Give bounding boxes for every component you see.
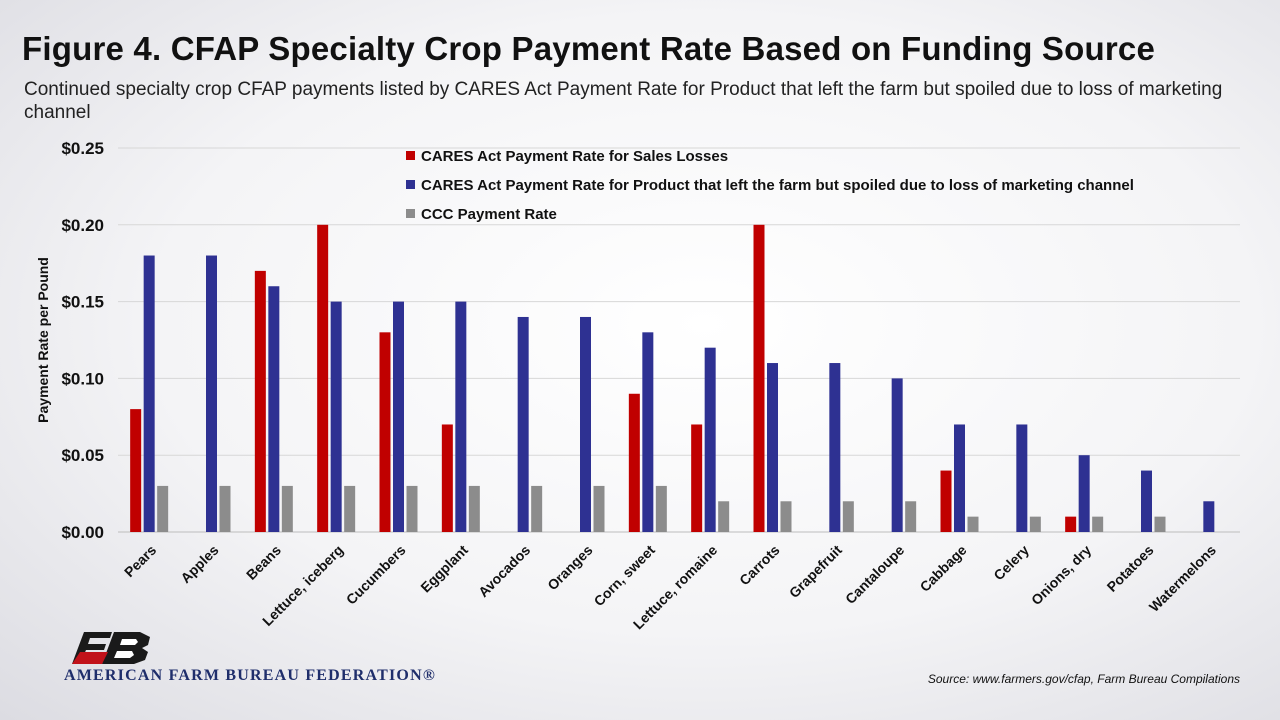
bar xyxy=(206,255,217,532)
bar xyxy=(718,501,730,532)
legend: CARES Act Payment Rate for Sales Losses C… xyxy=(406,148,1134,223)
legend-swatch xyxy=(406,180,415,189)
x-tick-label: Carrots xyxy=(736,542,783,589)
bar xyxy=(642,332,654,532)
x-tick-label: Cucumbers xyxy=(343,542,409,608)
chart-title: Figure 4. CFAP Specialty Crop Payment Ra… xyxy=(22,30,1155,67)
y-tick-label: $0.10 xyxy=(61,369,104,388)
legend-entry: CARES Act Payment Rate for Sales Losses xyxy=(421,148,728,165)
bar xyxy=(1141,470,1152,532)
x-tick-label: Watermelons xyxy=(1146,542,1219,615)
bar xyxy=(593,485,605,532)
bar xyxy=(940,470,952,532)
x-tick-label: Corn, sweet xyxy=(591,542,659,610)
bar xyxy=(1065,516,1077,532)
bar xyxy=(891,378,903,532)
bar xyxy=(268,286,280,532)
bar xyxy=(344,485,356,532)
bar xyxy=(317,224,329,533)
bar xyxy=(379,332,391,532)
x-tick-label: Beans xyxy=(243,542,284,583)
x-tick-label: Grapefruit xyxy=(786,542,845,601)
bar xyxy=(219,485,231,532)
x-tick-label: Pears xyxy=(121,542,159,580)
bar xyxy=(441,424,453,532)
bar xyxy=(1203,501,1215,532)
bar xyxy=(580,316,591,532)
gridlines xyxy=(118,147,1240,533)
source-note: Source: www.farmers.gov/cfap, Farm Burea… xyxy=(927,672,1240,686)
legend-entry: CCC Payment Rate xyxy=(421,206,557,223)
bar xyxy=(517,316,529,532)
y-tick-label: $0.25 xyxy=(61,139,104,158)
legend-entry: CARES Act Payment Rate for Product that … xyxy=(421,177,1134,194)
x-tick-label: Oranges xyxy=(544,542,596,594)
y-axis-ticks: $0.00 $0.05 $0.10 $0.15 $0.20 $0.25 xyxy=(61,139,104,542)
bar xyxy=(143,255,155,532)
y-axis-label: Payment Rate per Pound xyxy=(35,257,51,423)
x-tick-label: Eggplant xyxy=(417,542,471,596)
legend-swatch xyxy=(406,209,415,218)
org-name: AMERICAN FARM BUREAU FEDERATION® xyxy=(64,667,436,684)
x-tick-label: Cantaloupe xyxy=(842,542,907,607)
bar xyxy=(393,301,404,532)
bar xyxy=(455,301,467,532)
bar xyxy=(842,501,854,532)
y-tick-label: $0.05 xyxy=(61,446,104,465)
bar xyxy=(281,485,293,532)
y-tick-label: $0.20 xyxy=(61,216,104,235)
bar xyxy=(829,363,841,532)
bar xyxy=(1092,516,1104,532)
bar xyxy=(753,224,765,533)
x-tick-label: Potatoes xyxy=(1103,542,1156,595)
x-tick-label: Avocados xyxy=(475,542,533,600)
bar xyxy=(1016,424,1028,532)
bar xyxy=(780,501,792,532)
x-tick-label: Onions, dry xyxy=(1028,542,1094,608)
bar xyxy=(130,409,142,532)
y-tick-label: $0.00 xyxy=(61,523,104,542)
x-tick-label: Apples xyxy=(177,542,221,586)
bar xyxy=(905,501,917,532)
bar xyxy=(468,485,480,532)
fb-logo-icon xyxy=(72,632,150,664)
bar xyxy=(1154,516,1166,532)
bar xyxy=(254,270,266,532)
bar xyxy=(1029,516,1041,532)
y-tick-label: $0.15 xyxy=(61,293,104,312)
chart-subtitle: Continued specialty crop CFAP payments l… xyxy=(24,79,1223,123)
bar xyxy=(628,393,640,532)
bar xyxy=(691,424,703,532)
x-tick-label: Cabbage xyxy=(916,542,969,595)
bars xyxy=(130,224,1215,533)
x-tick-label: Celery xyxy=(990,542,1032,584)
bar xyxy=(531,485,543,532)
bar xyxy=(406,485,418,532)
bar xyxy=(157,485,169,532)
bar xyxy=(1078,455,1090,532)
bar xyxy=(655,485,667,532)
bar xyxy=(967,516,979,532)
legend-swatch xyxy=(406,151,415,160)
bar xyxy=(704,347,716,532)
bar xyxy=(330,301,342,532)
bar xyxy=(954,424,965,532)
bar xyxy=(767,363,778,532)
